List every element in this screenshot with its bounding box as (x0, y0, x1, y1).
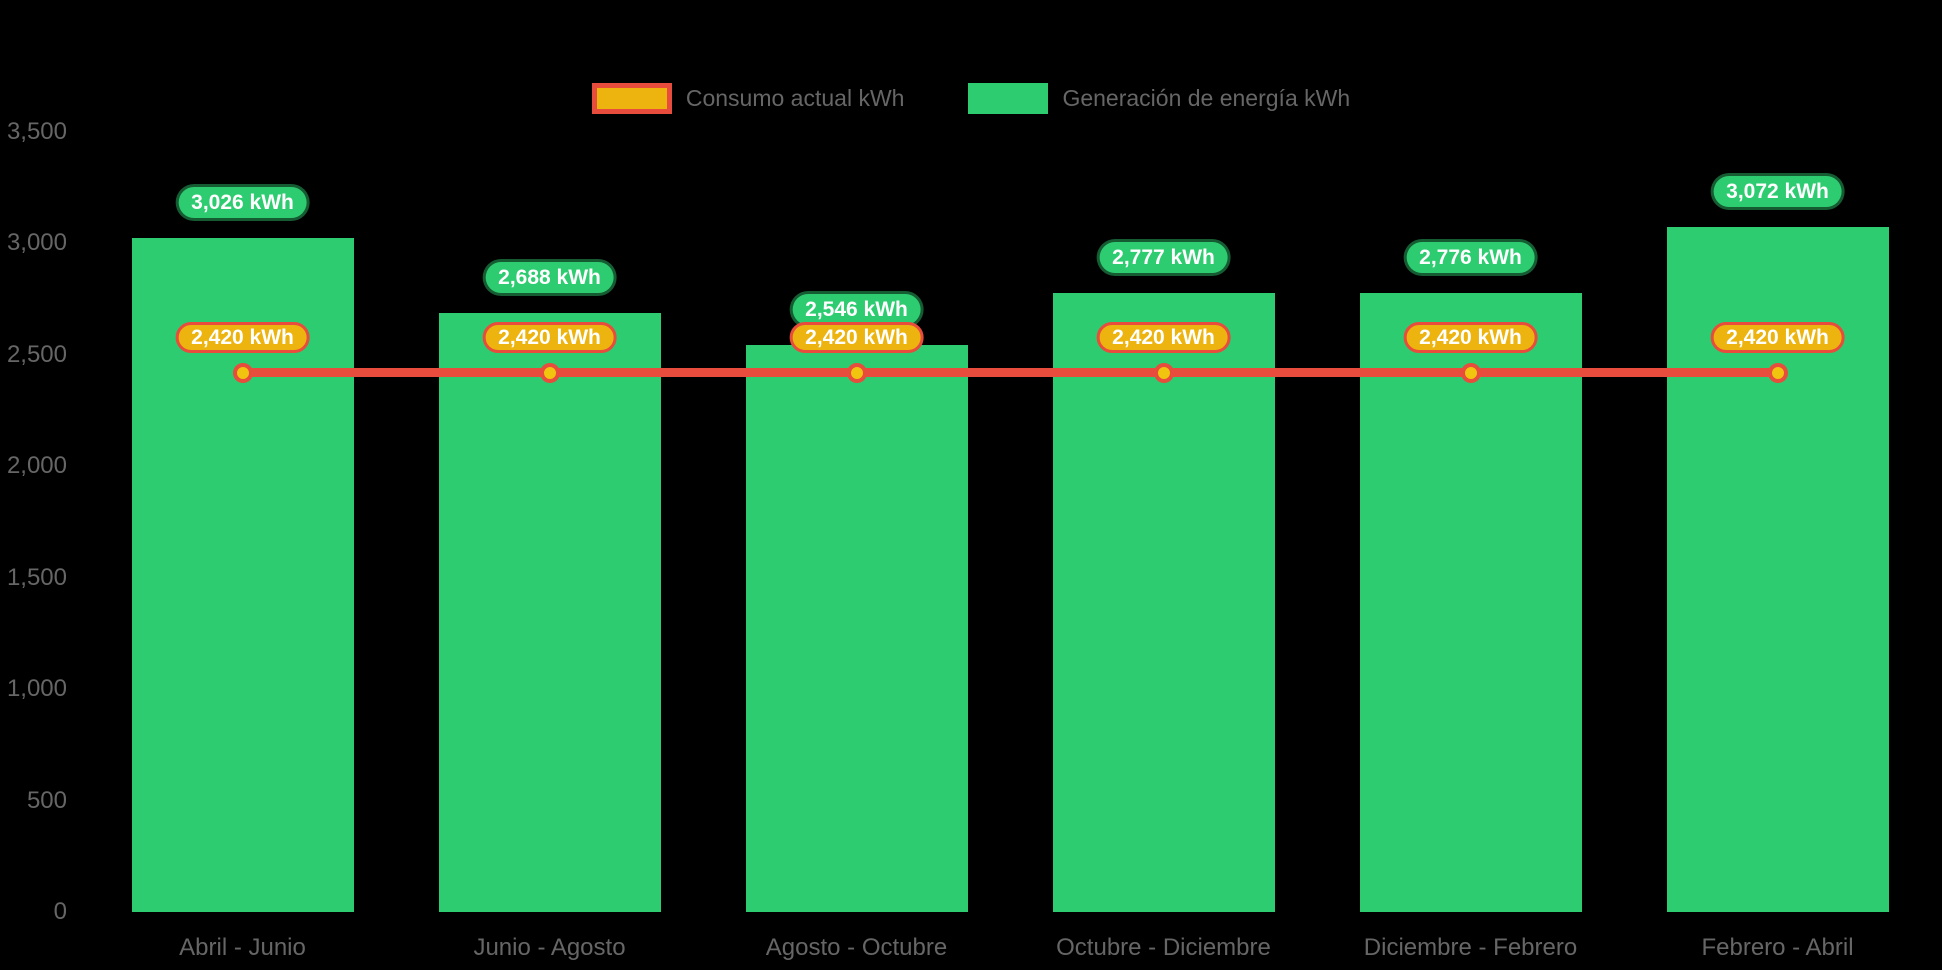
consumption-point-marker[interactable] (846, 362, 867, 383)
consumption-value-label: 2,420 kWh (1403, 321, 1538, 353)
consumption-line[interactable] (242, 368, 1778, 378)
generation-value-label: 3,072 kWh (1713, 176, 1842, 208)
generation-bar[interactable] (1052, 293, 1275, 912)
y-axis-tick-label: 0 (53, 898, 67, 925)
generation-value-label: 2,777 kWh (1099, 242, 1228, 274)
x-axis-category-label: Junio - Agosto (473, 934, 626, 961)
consumption-point-marker[interactable] (539, 362, 560, 383)
legend-label-consumo: Consumo actual kWh (685, 85, 905, 111)
consumption-value-label: 2,420 kWh (482, 321, 617, 353)
consumption-point-marker[interactable] (1767, 362, 1788, 383)
legend: Consumo actual kWh Generación de energía… (0, 83, 1942, 114)
consumption-point-marker[interactable] (232, 362, 253, 383)
legend-item-consumo[interactable]: Consumo actual kWh (591, 83, 905, 114)
legend-label-generacion: Generación de energía kWh (1062, 85, 1351, 111)
consumption-point-marker[interactable] (1460, 362, 1481, 383)
y-axis-tick-label: 1,500 (6, 563, 67, 591)
x-axis-category-label: Agosto - Octubre (765, 934, 948, 961)
x-axis-category-label: Octubre - Diciembre (1056, 934, 1271, 961)
x-axis-category-label: Abril - Junio (179, 934, 306, 961)
y-axis-tick-label: 2,000 (6, 452, 67, 480)
generation-value-label: 3,026 kWh (178, 186, 307, 218)
legend-item-generacion[interactable]: Generación de energía kWh (968, 83, 1350, 114)
y-axis-tick-label: 3,000 (6, 229, 67, 257)
consumption-value-label: 2,420 kWh (1710, 321, 1845, 353)
generation-bar[interactable] (745, 344, 968, 912)
y-axis-tick-label: 500 (26, 786, 67, 814)
generation-bar[interactable] (1359, 293, 1582, 912)
y-axis-tick-label: 1,000 (6, 675, 67, 703)
generacion-swatch-icon (968, 83, 1049, 114)
consumption-value-label: 2,420 kWh (175, 321, 310, 353)
consumption-point-marker[interactable] (1153, 362, 1174, 383)
generation-value-label: 2,688 kWh (485, 261, 614, 293)
y-axis-tick-label: 2,500 (6, 340, 67, 368)
consumo-swatch-icon (591, 83, 672, 114)
x-axis-category-label: Febrero - Abril (1701, 934, 1854, 961)
consumption-value-label: 2,420 kWh (789, 321, 924, 353)
generation-value-label: 2,546 kWh (792, 293, 921, 325)
y-axis-tick-label: 3,500 (6, 118, 67, 145)
x-axis-category-label: Diciembre - Febrero (1363, 934, 1578, 961)
generation-bar[interactable] (438, 312, 661, 912)
generation-value-label: 2,776 kWh (1406, 242, 1535, 274)
consumption-value-label: 2,420 kWh (1096, 321, 1231, 353)
